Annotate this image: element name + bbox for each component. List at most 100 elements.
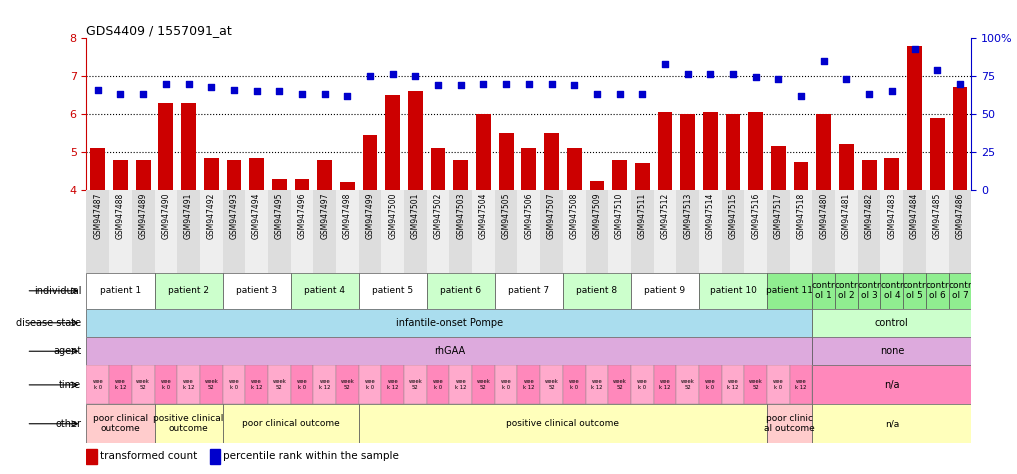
Bar bbox=[223, 365, 245, 404]
Bar bbox=[203, 158, 219, 190]
Bar bbox=[155, 404, 223, 443]
Text: GSM947489: GSM947489 bbox=[138, 192, 147, 239]
Text: GSM947497: GSM947497 bbox=[320, 192, 330, 239]
Text: transformed count: transformed count bbox=[101, 451, 197, 461]
Text: contr
ol 4: contr ol 4 bbox=[880, 281, 904, 301]
Bar bbox=[132, 365, 155, 404]
Text: other: other bbox=[55, 419, 81, 429]
Text: poor clinical outcome: poor clinical outcome bbox=[242, 419, 340, 428]
Bar bbox=[291, 273, 359, 309]
Bar bbox=[136, 160, 151, 190]
Text: GSM947481: GSM947481 bbox=[842, 192, 851, 239]
Bar bbox=[949, 273, 971, 309]
Text: GSM947483: GSM947483 bbox=[887, 192, 896, 239]
Text: GSM947487: GSM947487 bbox=[94, 192, 103, 239]
Point bbox=[362, 72, 378, 80]
Text: GSM947511: GSM947511 bbox=[638, 192, 647, 239]
Bar bbox=[857, 273, 881, 309]
Bar bbox=[177, 365, 200, 404]
Text: week
52: week 52 bbox=[204, 380, 219, 390]
Text: contr
ol 5: contr ol 5 bbox=[903, 281, 926, 301]
Bar bbox=[790, 190, 813, 273]
Bar bbox=[857, 190, 881, 273]
Bar bbox=[839, 145, 854, 190]
Text: disease state: disease state bbox=[16, 318, 81, 328]
Text: GSM947502: GSM947502 bbox=[433, 192, 442, 239]
Text: week
52: week 52 bbox=[409, 380, 422, 390]
Bar bbox=[658, 112, 672, 190]
Bar bbox=[431, 148, 445, 190]
Text: GSM947495: GSM947495 bbox=[275, 192, 284, 239]
Bar bbox=[676, 365, 699, 404]
Text: individual: individual bbox=[34, 286, 81, 296]
Bar bbox=[86, 404, 155, 443]
Bar bbox=[771, 146, 786, 190]
Text: contr
ol 6: contr ol 6 bbox=[925, 281, 949, 301]
Point bbox=[635, 91, 651, 98]
Text: patient 4: patient 4 bbox=[304, 286, 345, 295]
Bar bbox=[427, 273, 495, 309]
Point bbox=[543, 80, 559, 87]
Point bbox=[566, 82, 583, 89]
Bar bbox=[340, 182, 355, 190]
Bar bbox=[86, 449, 97, 464]
Point bbox=[203, 83, 220, 91]
Text: poor clinical
outcome: poor clinical outcome bbox=[93, 414, 148, 433]
Text: n/a: n/a bbox=[884, 380, 900, 390]
Bar bbox=[472, 365, 495, 404]
Bar bbox=[903, 190, 925, 273]
Point bbox=[793, 92, 810, 100]
Text: GSM947501: GSM947501 bbox=[411, 192, 420, 239]
Text: week
52: week 52 bbox=[273, 380, 286, 390]
Text: GSM947503: GSM947503 bbox=[457, 192, 466, 239]
Point bbox=[906, 45, 922, 52]
Point bbox=[316, 91, 333, 98]
Point bbox=[272, 87, 288, 95]
Text: GSM947500: GSM947500 bbox=[388, 192, 398, 239]
Point bbox=[952, 80, 968, 87]
Text: wee
k 0: wee k 0 bbox=[161, 380, 171, 390]
Bar bbox=[540, 365, 562, 404]
Bar bbox=[930, 118, 945, 190]
Text: none: none bbox=[880, 346, 904, 356]
Text: patient 3: patient 3 bbox=[236, 286, 278, 295]
Bar bbox=[817, 114, 831, 190]
Bar bbox=[472, 190, 495, 273]
Text: wee
k 0: wee k 0 bbox=[229, 380, 239, 390]
Bar bbox=[631, 273, 699, 309]
Bar bbox=[586, 365, 608, 404]
Point bbox=[816, 57, 832, 64]
Text: wee
k 12: wee k 12 bbox=[115, 380, 126, 390]
Text: wee
k 0: wee k 0 bbox=[637, 380, 648, 390]
Bar bbox=[835, 190, 857, 273]
Text: agent: agent bbox=[53, 346, 81, 356]
Point bbox=[884, 87, 900, 95]
Point bbox=[340, 92, 356, 100]
Bar bbox=[813, 337, 971, 365]
Bar bbox=[109, 190, 132, 273]
Bar bbox=[86, 273, 155, 309]
Bar bbox=[635, 164, 650, 190]
Bar bbox=[359, 190, 381, 273]
Text: GSM947486: GSM947486 bbox=[955, 192, 964, 239]
Text: wee
k 0: wee k 0 bbox=[569, 380, 580, 390]
Text: GSM947499: GSM947499 bbox=[365, 192, 374, 239]
Text: patient 5: patient 5 bbox=[372, 286, 413, 295]
Text: rhGAA: rhGAA bbox=[434, 346, 465, 356]
Bar bbox=[495, 365, 518, 404]
Bar bbox=[177, 190, 200, 273]
Bar bbox=[91, 148, 105, 190]
Bar bbox=[861, 160, 877, 190]
Bar bbox=[267, 365, 291, 404]
Text: GSM947517: GSM947517 bbox=[774, 192, 783, 239]
Bar bbox=[381, 190, 404, 273]
Text: wee
k 12: wee k 12 bbox=[319, 380, 331, 390]
Bar bbox=[313, 365, 336, 404]
Point bbox=[180, 80, 196, 87]
Text: GSM947485: GSM947485 bbox=[933, 192, 942, 239]
Text: GSM947515: GSM947515 bbox=[728, 192, 737, 239]
Text: GSM947508: GSM947508 bbox=[570, 192, 579, 239]
Point bbox=[930, 66, 946, 73]
Text: control: control bbox=[875, 318, 909, 328]
Point bbox=[679, 71, 696, 78]
